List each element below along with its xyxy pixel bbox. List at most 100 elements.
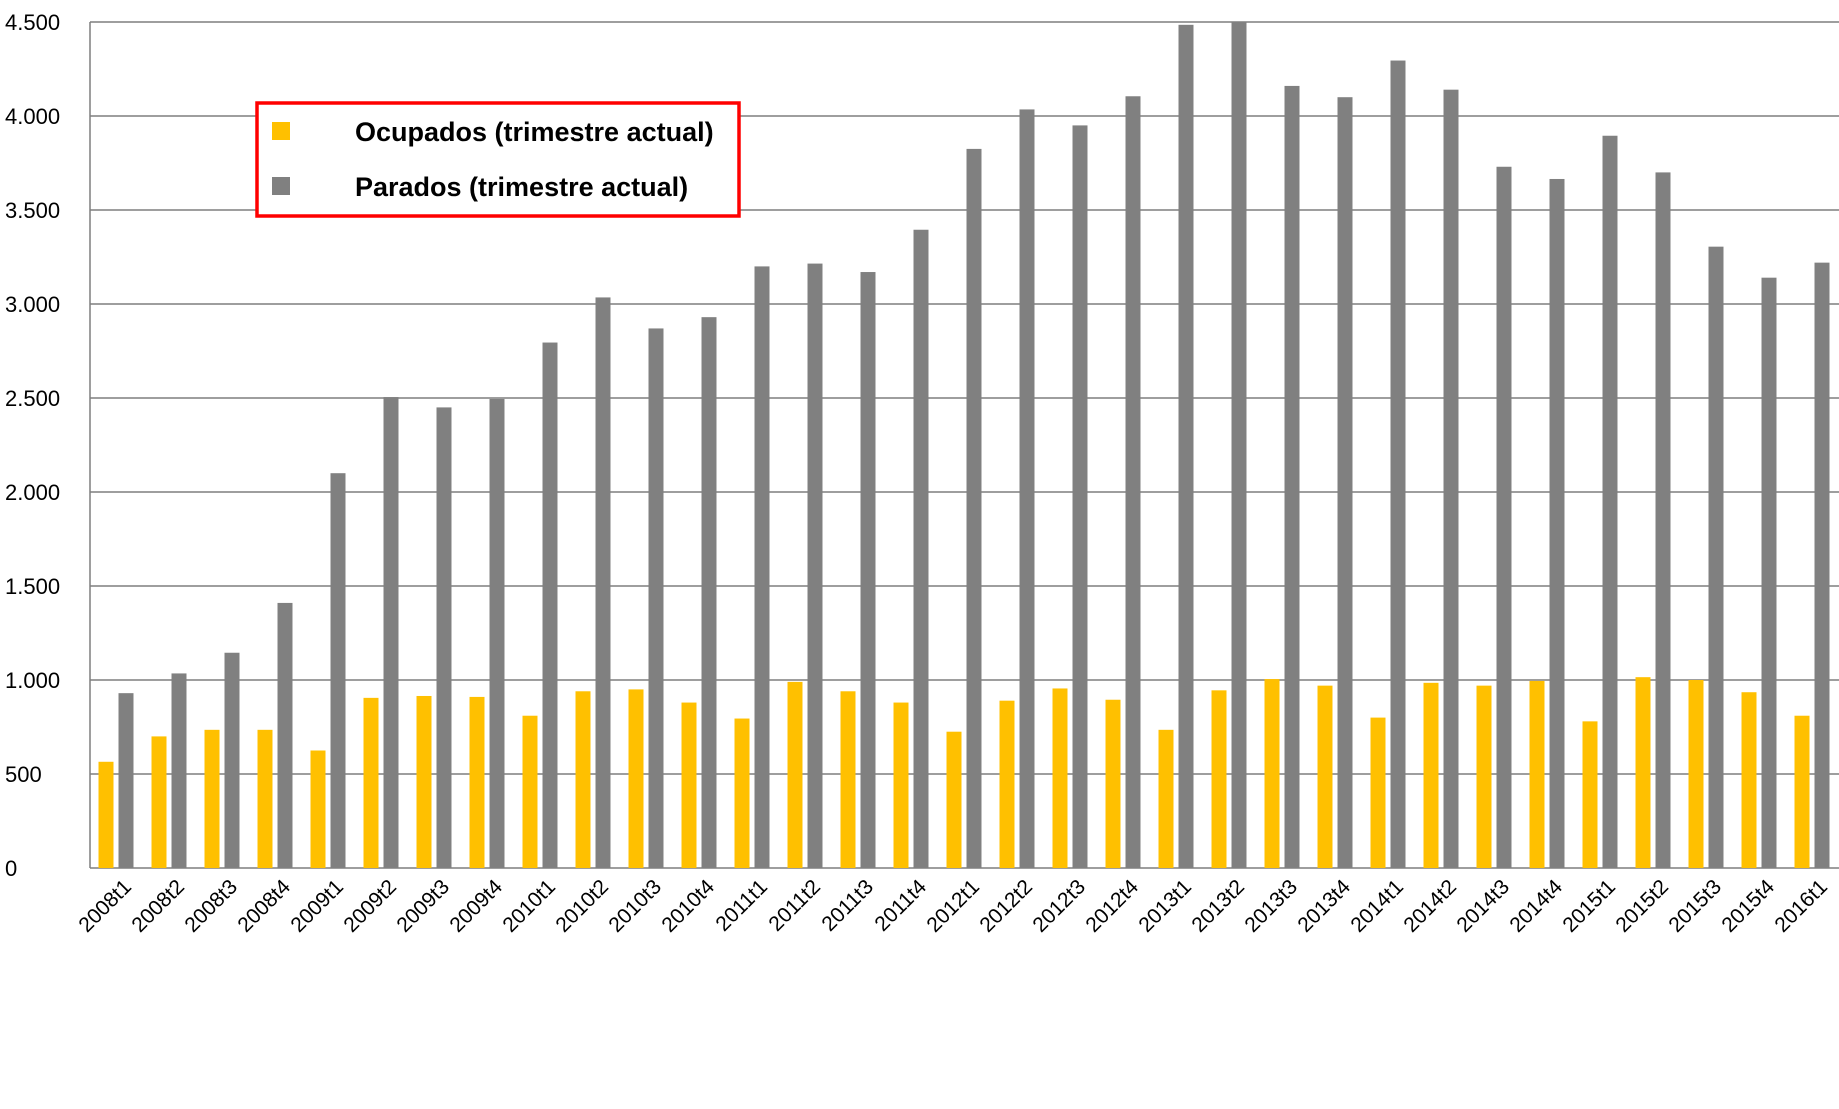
bar-ocupados: [1264, 679, 1280, 868]
bar-parados: [1072, 125, 1088, 868]
bar-parados: [1655, 172, 1671, 868]
bar-parados: [542, 342, 558, 868]
bar-ocupados: [204, 729, 220, 868]
x-tick-label: 2014t2: [1399, 875, 1461, 937]
bar-ocupados: [1582, 721, 1598, 868]
bar-parados: [1231, 22, 1247, 868]
bar-parados: [860, 272, 876, 868]
bar-ocupados: [681, 702, 697, 868]
x-tick-label: 2015t4: [1717, 875, 1779, 937]
x-tick-label: 2008t4: [233, 875, 295, 937]
legend-swatch: [272, 122, 290, 140]
bar-parados: [966, 148, 982, 868]
bar-parados: [1496, 166, 1512, 868]
bar-parados: [1337, 97, 1353, 868]
bar-parados: [1761, 277, 1777, 868]
bar-ocupados: [1794, 715, 1810, 868]
y-tick-label: 1.500: [5, 574, 60, 599]
x-tick-label: 2011t4: [870, 875, 931, 936]
x-tick-label: 2014t4: [1505, 875, 1567, 937]
bar-parados: [1390, 60, 1406, 869]
x-tick-label: 2015t2: [1611, 875, 1673, 937]
x-tick-label: 2011t3: [817, 875, 878, 936]
x-tick-label: 2013t4: [1293, 875, 1355, 937]
legend: Ocupados (trimestre actual) Parados (trim…: [255, 101, 741, 218]
bar-ocupados: [734, 718, 750, 868]
bar-ocupados: [575, 691, 591, 868]
bar-parados: [1708, 246, 1724, 868]
x-tick-label: 2013t2: [1187, 875, 1249, 937]
y-tick-label: 2.500: [5, 386, 60, 411]
bar-ocupados: [1741, 692, 1757, 868]
x-tick-label: 2013t1: [1134, 875, 1196, 937]
bar-ocupados: [840, 691, 856, 868]
y-tick-label: 1.000: [5, 668, 60, 693]
y-tick-label: 4.500: [5, 10, 60, 35]
bar-parados: [1814, 262, 1830, 868]
x-tick-label: 2008t1: [74, 875, 136, 937]
x-tick-label: 2010t3: [604, 875, 666, 937]
legend-swatch: [272, 177, 290, 195]
bar-ocupados: [363, 697, 379, 868]
bar-parados: [118, 693, 134, 868]
x-tick-label: 2014t1: [1346, 875, 1408, 937]
y-tick-label: 0: [5, 856, 17, 881]
x-tick-label: 2009t4: [445, 875, 507, 937]
bar-parados: [171, 673, 187, 868]
x-tick-label: 2010t4: [657, 875, 719, 937]
x-tick-label: 2012t3: [1028, 875, 1090, 937]
bar-parados: [489, 398, 505, 868]
legend-label: Ocupados (trimestre actual): [355, 117, 714, 147]
x-tick-label: 2009t2: [339, 875, 401, 937]
x-tick-label: 2012t1: [922, 875, 984, 937]
x-tick-label: 2011t2: [764, 875, 825, 936]
bar-ocupados: [257, 729, 273, 868]
bar-parados: [1549, 178, 1565, 869]
bar-parados: [913, 229, 929, 869]
bar-parados: [1284, 85, 1300, 869]
bar-ocupados: [469, 696, 485, 868]
x-tick-label: 2009t3: [392, 875, 454, 937]
bar-parados: [754, 266, 770, 868]
bar-parados: [436, 407, 452, 868]
x-tick-label: 2015t3: [1664, 875, 1726, 937]
x-tick-label: 2015t1: [1558, 875, 1620, 937]
bar-parados: [595, 297, 611, 868]
bar-parados: [1178, 24, 1194, 868]
legend-label: Parados (trimestre actual): [355, 172, 688, 202]
bar-ocupados: [1370, 717, 1386, 868]
bar-ocupados: [98, 761, 114, 868]
bar-ocupados: [1423, 682, 1439, 868]
x-tick-label: 2009t1: [286, 875, 348, 937]
bar-ocupados: [787, 681, 803, 868]
x-tick-label: 2012t2: [975, 875, 1037, 937]
x-tick-label: 2008t2: [127, 875, 189, 937]
bar-ocupados: [416, 695, 432, 868]
x-tick-label: 2008t3: [180, 875, 242, 937]
bars: [98, 22, 1830, 869]
bar-parados: [383, 397, 399, 868]
bar-ocupados: [1635, 677, 1651, 868]
y-tick-label: 3.500: [5, 198, 60, 223]
x-tick-label: 2011t1: [711, 875, 772, 936]
bar-ocupados: [1529, 680, 1545, 868]
bar-ocupados: [893, 702, 909, 868]
x-tick-label: 2010t2: [551, 875, 613, 937]
bar-parados: [330, 473, 346, 868]
bar-ocupados: [1158, 729, 1174, 868]
bar-ocupados: [1317, 685, 1333, 868]
y-tick-label: 4.000: [5, 104, 60, 129]
bar-parados: [1443, 89, 1459, 869]
bar-parados: [277, 602, 293, 868]
bar-ocupados: [1052, 688, 1068, 868]
x-tick-label: 2014t3: [1452, 875, 1514, 937]
y-tick-label: 500: [5, 762, 42, 787]
bar-parados: [648, 328, 664, 868]
bar-ocupados: [310, 750, 326, 868]
x-tick-label: 2013t3: [1240, 875, 1302, 937]
bar-ocupados: [1476, 685, 1492, 868]
y-tick-label: 3.000: [5, 292, 60, 317]
bar-ocupados: [1105, 699, 1121, 868]
